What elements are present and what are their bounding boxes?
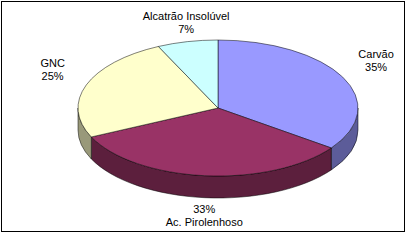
- data-label: Alcatrão Insolúvel: [143, 10, 230, 22]
- pie-slices: [78, 40, 358, 176]
- data-label: 7%: [178, 23, 194, 35]
- data-labels: Carvão35% 33%Ac. Pirolenhoso GNC25% Alcatrã…: [40, 10, 393, 228]
- data-label: Carvão: [358, 48, 393, 60]
- chart-frame: [2, 2, 405, 232]
- data-label: 25%: [42, 70, 64, 82]
- data-label: 35%: [365, 61, 387, 73]
- chart: Carvão35% 33%Ac. Pirolenhoso GNC25% Alcatrã…: [0, 0, 406, 234]
- data-label: GNC: [40, 57, 65, 69]
- pie-slice: [158, 40, 218, 108]
- data-label: Ac. Pirolenhoso: [166, 216, 243, 228]
- data-label: 33%: [193, 203, 215, 215]
